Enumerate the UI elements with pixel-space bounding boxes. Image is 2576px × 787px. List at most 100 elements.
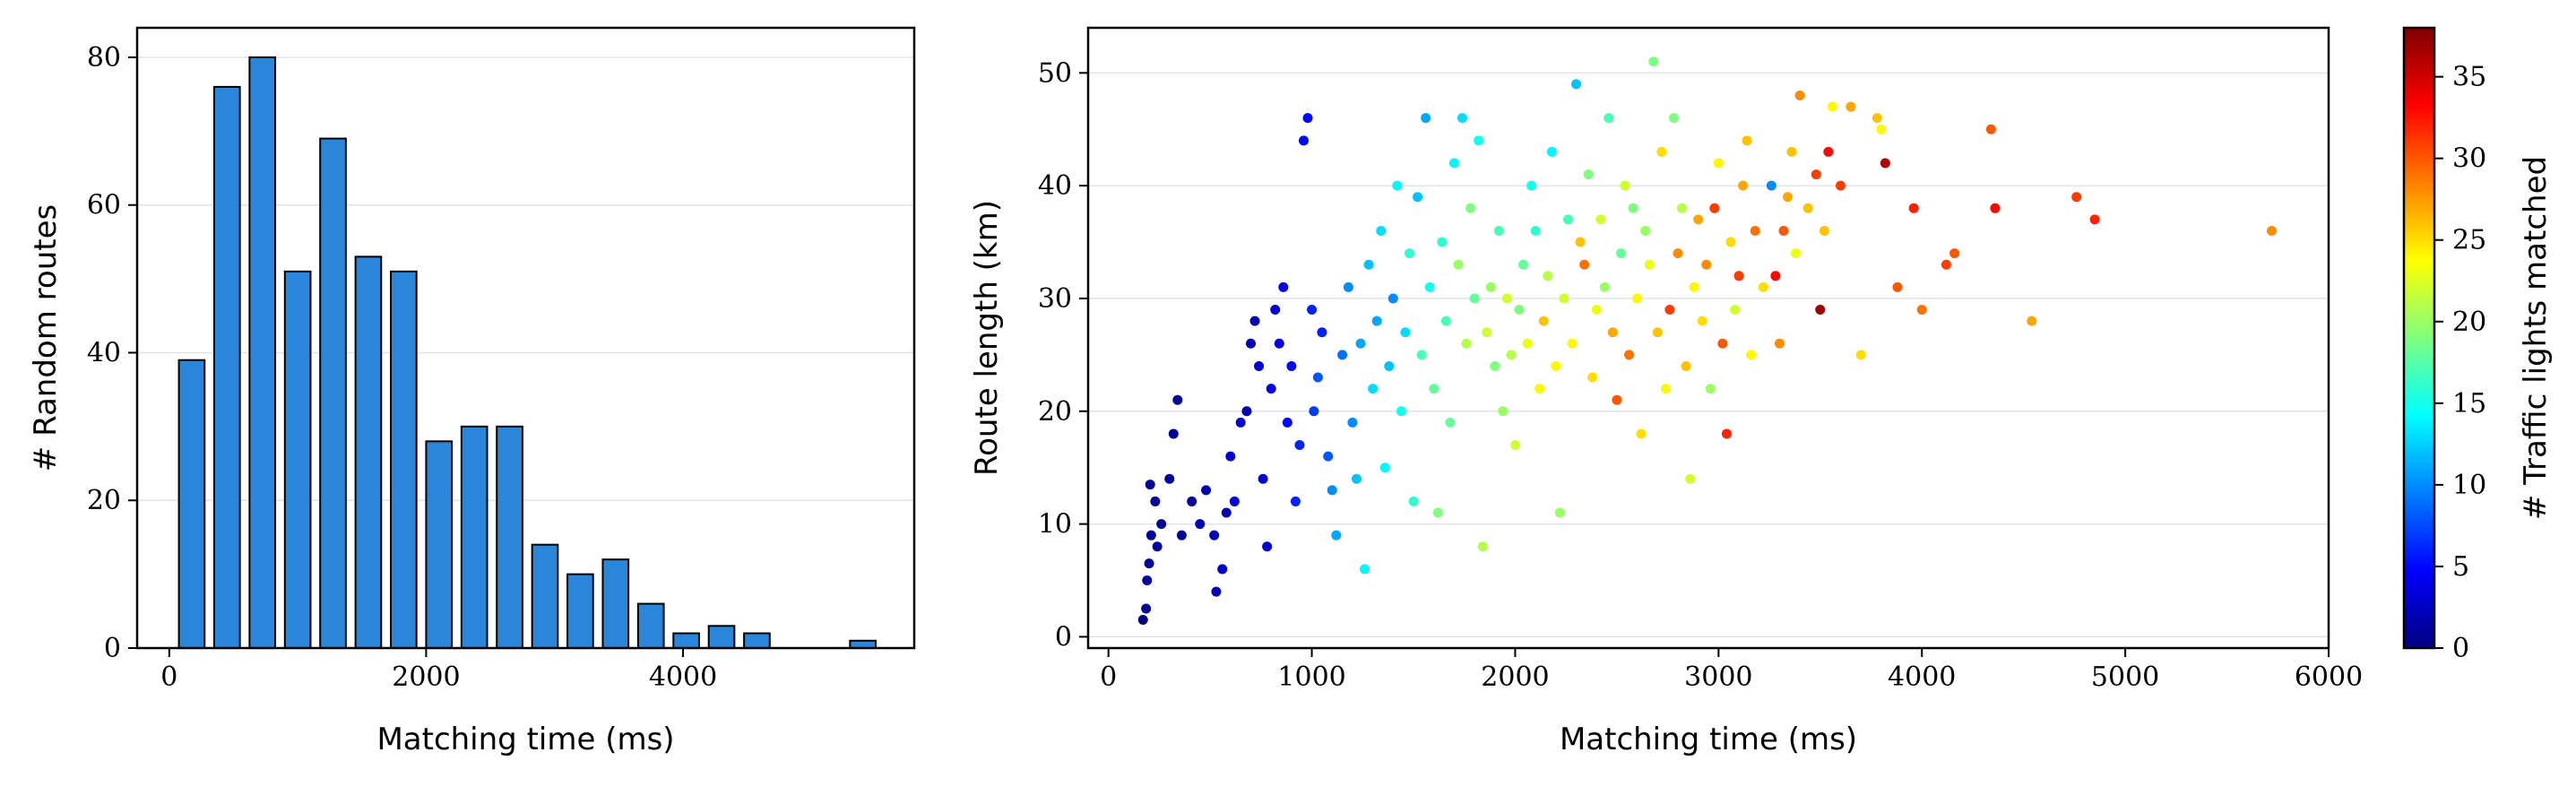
scatter-point: [1648, 56, 1659, 67]
scatter-point: [1457, 113, 1467, 124]
histogram-y-tick-label: 80: [87, 42, 121, 74]
scatter-x-tick-label: 0: [1100, 662, 1117, 693]
scatter-point: [1164, 473, 1175, 484]
scatter-point: [1729, 305, 1740, 316]
histogram-bar: [636, 602, 665, 649]
scatter-point: [1677, 203, 1688, 213]
scatter-point: [1697, 316, 1707, 326]
scatter-point: [1453, 259, 1464, 270]
scatter-point: [1738, 180, 1749, 191]
scatter-point: [1656, 146, 1667, 157]
scatter-point: [1750, 225, 1760, 236]
scatter-point: [1591, 305, 1602, 316]
scatter-point: [1604, 113, 1614, 124]
scatter-point: [1474, 135, 1484, 146]
scatter-point: [1791, 248, 1802, 259]
scatter-point: [1278, 281, 1289, 292]
scatter-point: [1546, 146, 1557, 157]
scatter-point: [2027, 316, 2037, 326]
scatter-point: [1562, 214, 1573, 225]
scatter-point: [1477, 541, 1488, 552]
colorbar-tick-label: 35: [2452, 62, 2486, 93]
scatter-point: [1746, 350, 1757, 360]
histogram-bar: [425, 440, 454, 650]
scatter-point: [1689, 281, 1699, 292]
scatter-point: [1892, 281, 1903, 292]
scatter-point: [1742, 135, 1752, 146]
scatter-point: [2089, 214, 2100, 225]
scatter-point: [1583, 169, 1594, 180]
scatter-point: [1286, 360, 1297, 371]
scatter-point: [1612, 394, 1622, 405]
scatter-point: [1717, 338, 1728, 349]
scatter-point: [1774, 338, 1785, 349]
scatter-point: [1575, 237, 1586, 247]
colorbar-ticks: 0 5 10 15 20 25 30 35: [2434, 62, 2486, 664]
scatter-point: [1534, 384, 1545, 394]
scatter-point: [1347, 417, 1358, 428]
scatter-point: [1543, 271, 1553, 281]
scatter-point: [1673, 248, 1683, 259]
scatter-y-tick-label: 40: [1038, 170, 1072, 202]
scatter-point: [1351, 473, 1361, 484]
scatter-point: [1465, 203, 1476, 213]
scatter-point: [1424, 281, 1435, 292]
scatter-y-tick-label: 50: [1038, 57, 1072, 89]
scatter-point: [1368, 384, 1379, 394]
scatter-x-tick-label: 6000: [2295, 662, 2363, 693]
scatter-point: [1413, 192, 1423, 203]
scatter-point: [1360, 564, 1370, 575]
histogram-x-axis-label: Matching time (ms): [376, 722, 674, 757]
scatter-point: [1437, 237, 1448, 247]
scatter-point: [1709, 203, 1720, 213]
histogram-x-ticks: 0 2000 4000: [160, 648, 717, 693]
scatter-point: [1416, 350, 1427, 360]
scatter-y-tick-label: 20: [1038, 396, 1072, 428]
scatter-x-tick-label: 1000: [1277, 662, 1345, 693]
scatter-point: [1461, 338, 1472, 349]
scatter-point: [1941, 259, 1951, 270]
colorbar-tick-label: 0: [2452, 633, 2469, 664]
colorbar-tick-label: 10: [2452, 470, 2486, 501]
scatter-point: [1211, 586, 1222, 597]
scatter-point: [1693, 214, 1704, 225]
colorbar-gradient: [2402, 26, 2436, 650]
scatter-point: [1355, 338, 1366, 349]
scatter-point: [1469, 293, 1480, 304]
scatter-point: [1168, 428, 1179, 439]
histogram-y-ticks: 0 20 40 60 80: [87, 42, 137, 664]
histogram-x-tick-label: 0: [160, 662, 177, 693]
scatter-point: [1421, 113, 1431, 124]
scatter-point: [1571, 79, 1582, 90]
scatter-point: [1217, 564, 1228, 575]
scatter-point: [1725, 237, 1736, 247]
scatter-point: [1846, 101, 1856, 112]
scatter-point: [1270, 305, 1281, 316]
scatter-point: [1156, 519, 1167, 530]
scatter-point: [1302, 113, 1313, 124]
scatter-point: [1615, 248, 1626, 259]
scatter-point: [1664, 305, 1675, 316]
scatter-point: [1636, 428, 1647, 439]
scatter-point: [1713, 158, 1724, 169]
scatter-point: [1802, 203, 1813, 213]
scatter-point: [1246, 338, 1257, 349]
scatter-point: [1440, 316, 1451, 326]
scatter-point: [1908, 203, 1919, 213]
scatter-point: [1187, 496, 1197, 506]
scatter-point: [1294, 440, 1305, 451]
scatter-point: [1916, 305, 1927, 316]
scatter-point: [1579, 259, 1590, 270]
scatter-x-tick-label: 3000: [1684, 662, 1752, 693]
scatter-x-tick-label: 4000: [1888, 662, 1956, 693]
histogram-y-tick-label: 20: [87, 485, 121, 516]
scatter-point: [1327, 485, 1337, 496]
scatter-point: [1668, 113, 1679, 124]
scatter-y-ticks: 0 10 20 30 40 50: [1038, 57, 1088, 653]
histogram-x-tick-label: 2000: [392, 662, 460, 693]
scatter-point: [1526, 180, 1537, 191]
histogram-bar: [531, 543, 559, 650]
scatter-point: [1530, 225, 1541, 236]
scatter-point: [1229, 496, 1240, 506]
histogram-x-tick-label: 4000: [649, 662, 717, 693]
